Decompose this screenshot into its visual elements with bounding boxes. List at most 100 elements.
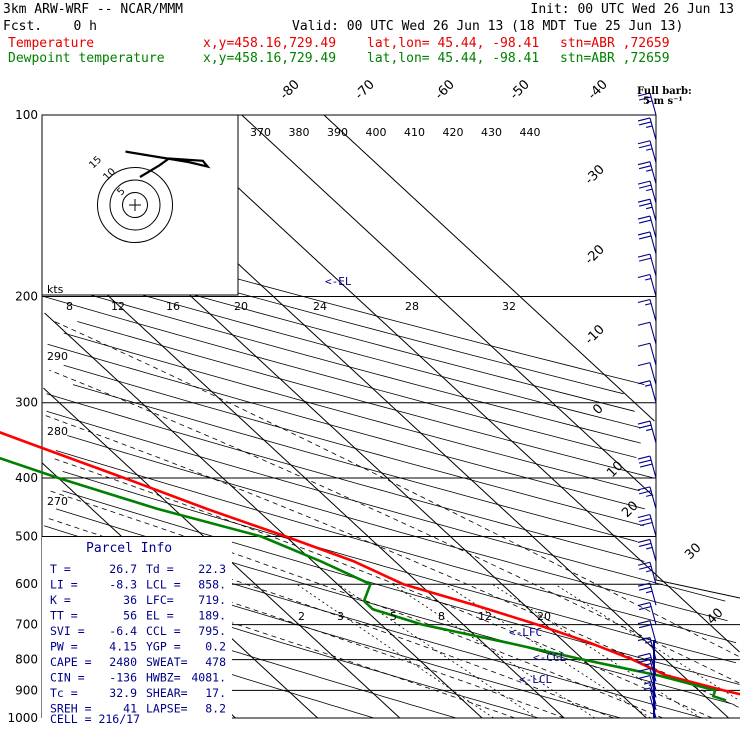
hodograph-ring <box>122 192 148 218</box>
pressure-tick-label: 800 <box>15 653 38 667</box>
parcel-key: EL = <box>146 609 174 623</box>
moist-adiabat <box>49 369 740 684</box>
mixing-ratio-label: 32 <box>502 300 516 313</box>
parcel-key: CCL = <box>146 624 181 638</box>
init-time: Init: 00 UTC Wed 26 Jun 13 <box>530 2 735 17</box>
parcel-key: LCL = <box>146 578 181 592</box>
parcel-key: Tc = <box>50 686 78 700</box>
mixing-ratio-label: 20 <box>537 610 551 623</box>
pressure-tick-label: 300 <box>15 396 38 410</box>
dry-adiabat <box>63 364 645 527</box>
dry-adiabat <box>55 450 737 644</box>
dry-adiabat <box>49 268 641 429</box>
barb-key-units: 5 m s⁻¹ <box>643 96 683 107</box>
wind-barb <box>637 273 657 297</box>
parcel-value: 41 <box>123 702 137 716</box>
parcel-row: Tc = 32.9 SHEAR= 17. <box>50 686 226 700</box>
moist-adiabat <box>54 321 739 657</box>
mixing-ratio-line <box>296 583 494 719</box>
wind-barb <box>637 180 657 204</box>
parcel-value: 478 <box>205 655 226 669</box>
temperature-axis-label: -10 <box>582 322 608 348</box>
wind-barb <box>637 513 657 537</box>
parcel-value: 32.9 <box>109 686 137 700</box>
wind-barb <box>637 215 657 239</box>
parcel-key: SVI = <box>50 624 85 638</box>
dewpoint-station: stn=ABR ,72659 <box>560 51 670 66</box>
pressure-tick-label: 700 <box>15 618 38 632</box>
parcel-value: 0.2 <box>205 640 226 654</box>
temperature-axis-label: -70 <box>352 77 378 103</box>
pressure-tick-label: 1000 <box>7 711 38 725</box>
temperature-axis-label: -40 <box>585 77 611 103</box>
parcel-value: 795. <box>198 624 226 638</box>
isotherm <box>323 114 655 422</box>
temperature-axis-label: -60 <box>432 77 458 103</box>
mixing-ratio-label: 8 <box>66 300 73 313</box>
temperature-axis-label: -50 <box>507 77 533 103</box>
mixing-ratio-label: 24 <box>313 300 327 313</box>
temperature-legend: Temperature <box>8 36 95 51</box>
temperature-axis-label: -30 <box>582 162 608 188</box>
hodograph-ring <box>109 179 161 231</box>
wind-barb <box>637 455 657 479</box>
wind-barb <box>637 92 657 116</box>
dry-adiabat <box>47 343 646 510</box>
mixing-ratio-line <box>554 583 738 700</box>
wind-barb <box>637 321 657 345</box>
wind-barb <box>637 253 657 277</box>
mixing-ratio-label: 28 <box>405 300 419 313</box>
parcel-row: LI = -8.3 LCL = 858. <box>50 578 226 592</box>
theta-label: 430 <box>481 126 502 139</box>
parcel-value: 56 <box>123 609 137 623</box>
dewpoint-legend: Dewpoint temperature <box>8 51 165 66</box>
parcel-row: SREH = 41 LAPSE= 8.2 <box>50 702 226 716</box>
wind-barb <box>637 582 657 606</box>
mixing-ratio-label: 16 <box>166 300 180 313</box>
moist-adiabat <box>45 517 614 719</box>
parcel-key: Td = <box>146 562 174 576</box>
parcel-row: CAPE = 2480 SWEAT= 478 <box>50 655 226 669</box>
parcel-value: 26.7 <box>109 562 137 576</box>
parcel-value: 4081. <box>191 671 226 685</box>
pressure-tick-label: 100 <box>15 108 38 122</box>
wind-barb <box>637 198 657 222</box>
parcel-key: HWBZ= <box>146 671 181 685</box>
parcel-key: SHEAR= <box>146 686 188 700</box>
parcel-value: 719. <box>198 593 226 607</box>
wind-barb <box>637 298 657 322</box>
theta-label: 290 <box>47 350 68 363</box>
plot-frame-right <box>655 115 740 599</box>
parcel-value: 8.2 <box>205 702 226 716</box>
parcel-key: SREH = <box>50 702 92 716</box>
theta-label: 380 <box>289 126 310 139</box>
theta-label: 440 <box>520 126 541 139</box>
parcel-value: 36 <box>123 593 137 607</box>
parcel-key: CIN = <box>50 671 85 685</box>
pressure-tick-label: 900 <box>15 683 38 697</box>
temperature-axis-label: -80 <box>277 77 303 103</box>
theta-label: 390 <box>327 126 348 139</box>
parcel-key: YGP = <box>146 640 181 654</box>
wind-barb <box>637 561 657 585</box>
parcel-info-title: Parcel Info <box>86 541 172 556</box>
parcel-row: K = 36 LFC= 719. <box>50 593 226 607</box>
mixing-ratio-label: 12 <box>111 300 125 313</box>
temperature-axis-label: -20 <box>582 242 608 268</box>
level-marker: <-LCL <box>519 673 552 686</box>
wind-barb <box>637 231 657 255</box>
wind-barb <box>637 380 657 403</box>
theta-label: 410 <box>404 126 425 139</box>
model-title: 3km ARW-WRF -- NCAR/MMM <box>3 2 184 17</box>
dry-adiabat <box>46 393 645 562</box>
parcel-value: 22.3 <box>198 562 226 576</box>
wind-barb <box>637 117 657 141</box>
wind-barb <box>637 538 657 562</box>
parcel-key: K = <box>50 593 71 607</box>
dry-adiabat <box>46 410 726 602</box>
parcel-row: PW = 4.15 YGP = 0.2 <box>50 640 226 654</box>
hodograph-ring <box>97 167 173 243</box>
dry-adiabat <box>67 435 728 622</box>
